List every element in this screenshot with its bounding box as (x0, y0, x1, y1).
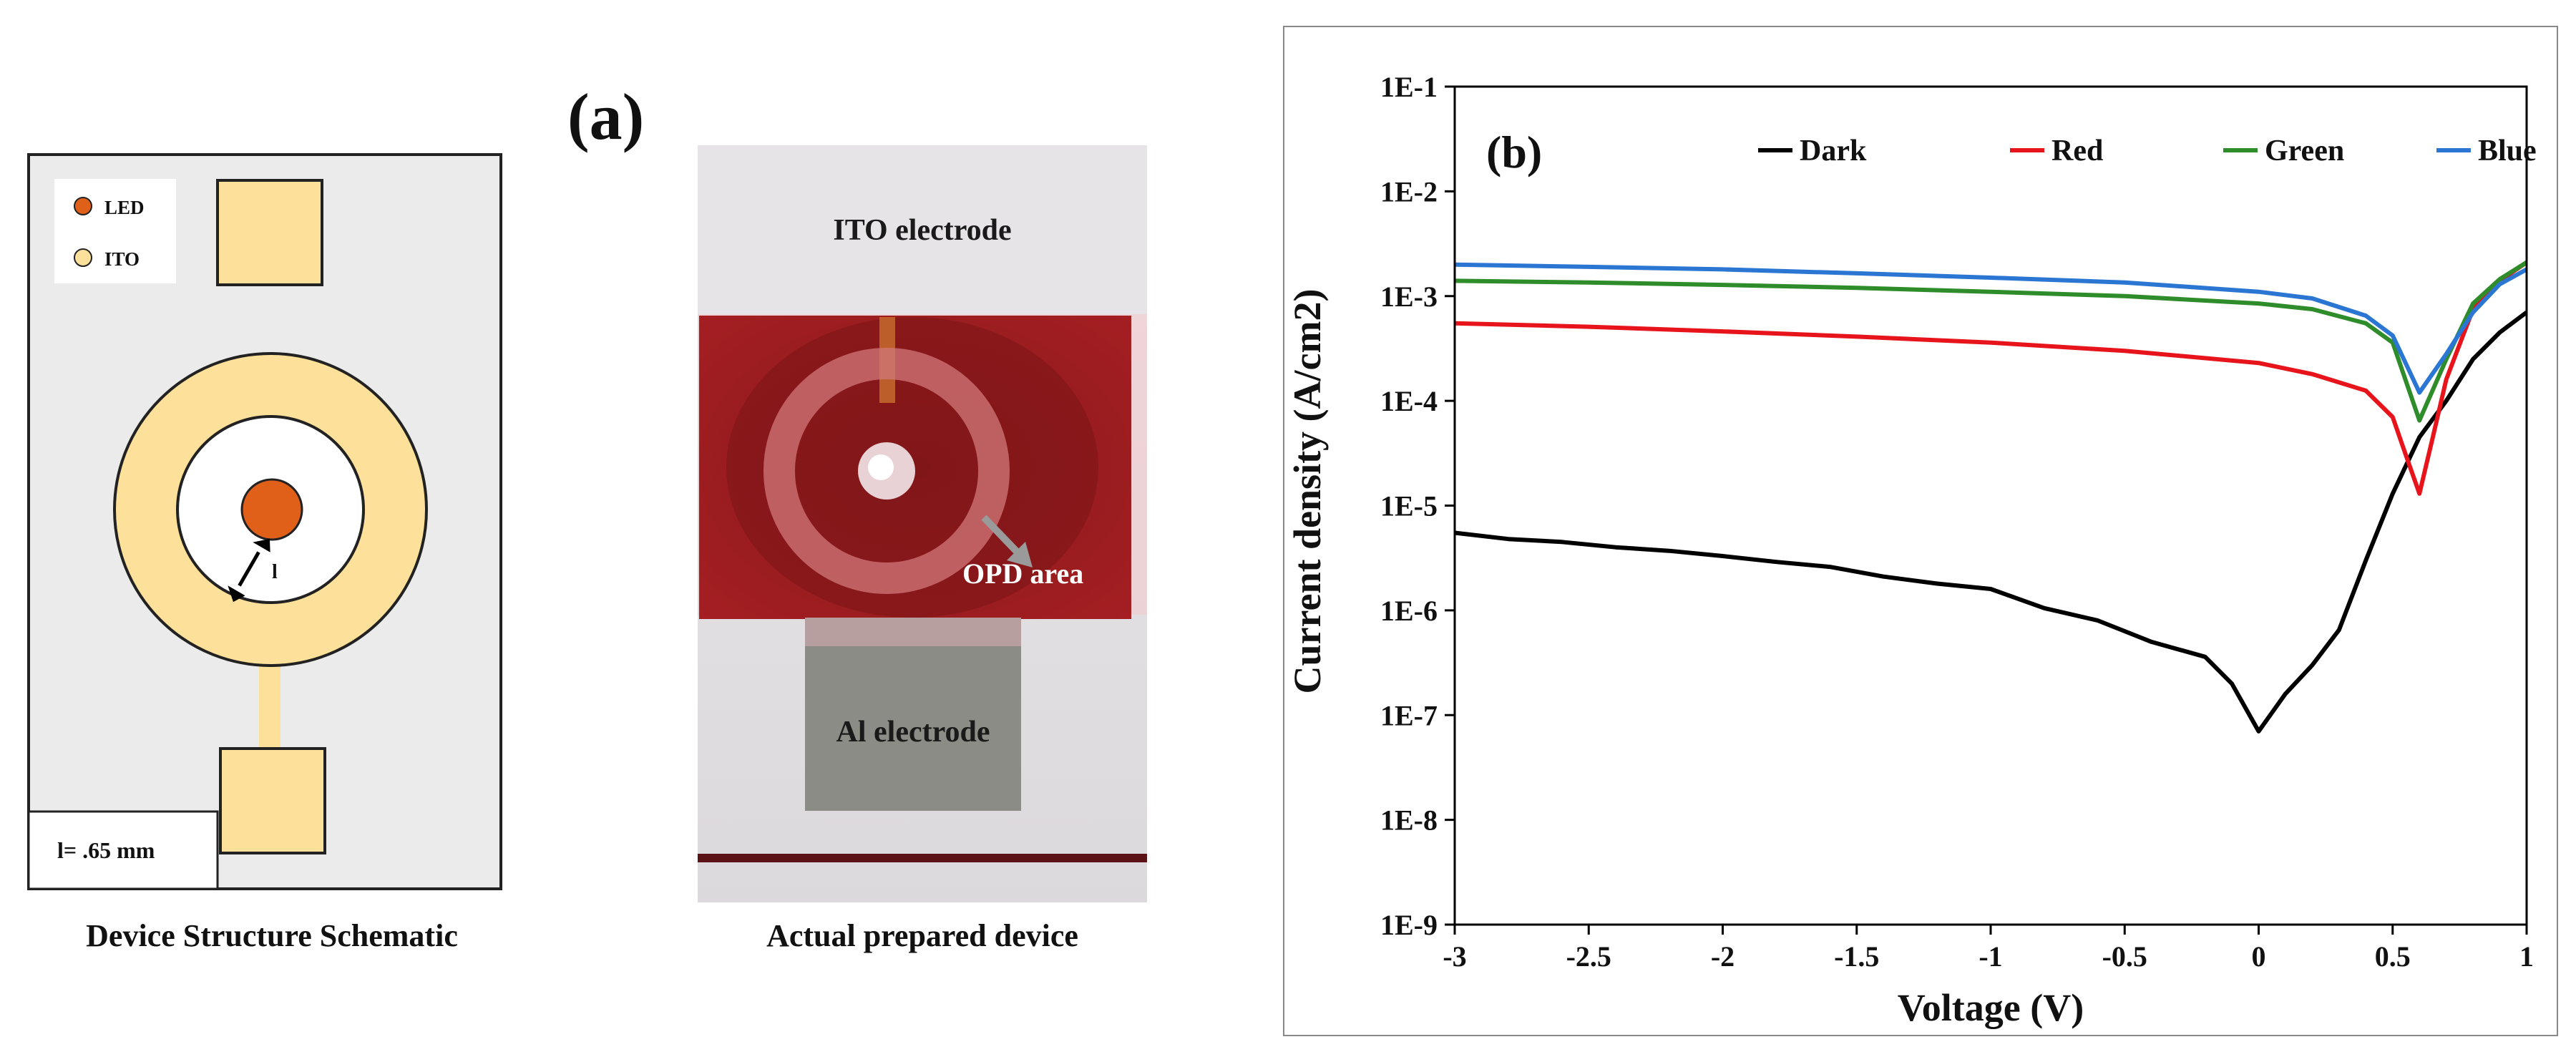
photo-caption: Actual prepared device (766, 918, 1078, 953)
chart-frame: -3 -2.5 -2 -1.5 -1 -0.5 0 0.5 1 1E-9 1E-8 1E-7 1E-6 1… (1283, 26, 2558, 1036)
led-highlight (868, 454, 894, 480)
led-legend-icon (74, 197, 92, 215)
y-tick-label: 1E-2 (1380, 175, 1438, 208)
x-tick-label: 0.5 (2375, 940, 2411, 973)
x-tick-label: -2.5 (1566, 940, 1611, 973)
opd-arrowhead-icon (1007, 542, 1033, 568)
x-tick-label: -1.5 (1834, 940, 1879, 973)
legend-label-red: Red (2051, 135, 2103, 167)
y-tick-label: 1E-6 (1380, 595, 1438, 627)
device-photo: ITO electrode OPD area Al electrode (698, 145, 1147, 902)
ito-glass-region (698, 145, 1147, 317)
ito-ring-photo (763, 348, 1010, 594)
axis-ticks: -3 -2.5 -2 -1.5 -1 -0.5 0 0.5 1 1E-9 1E-8 1E-7 1E-6 1… (1380, 71, 2534, 973)
y-tick-label: 1E-9 (1380, 909, 1438, 941)
ito-legend-icon (74, 248, 92, 267)
arrowhead-up-icon (253, 538, 270, 552)
x-tick-label: -3 (1443, 940, 1466, 973)
schematic-caption: Device Structure Schematic (86, 918, 458, 953)
arrowhead-down-icon (228, 585, 245, 603)
series-line-red (1454, 260, 2528, 496)
series-layer (1454, 260, 2528, 734)
iv-chart: -3 -2.5 -2 -1.5 -1 -0.5 0 0.5 1 1E-9 1E-8 1E-7 1E-6 1… (1286, 71, 2537, 1029)
series-line-blue (1454, 262, 2528, 395)
opd-area-label: OPD area (962, 557, 1083, 590)
al-strip-edge (805, 618, 1021, 646)
led-dot (240, 478, 303, 541)
dimension-note-box (27, 810, 219, 890)
x-tick-label: 1 (2519, 940, 2534, 973)
legend-label-blue: Blue (2478, 135, 2537, 167)
substrate-bottom-edge (698, 854, 1147, 862)
panel-a-label: (a) (567, 80, 645, 153)
device-structure-schematic: LED ITO l l= .65 mm (27, 153, 502, 890)
y-tick-label: 1E-8 (1380, 804, 1438, 837)
x-axis-label: Voltage (V) (1898, 986, 2084, 1029)
opd-pointer-arrow (981, 515, 1023, 557)
panel-b-label: (b) (1486, 127, 1542, 177)
y-tick-label: 1E-4 (1380, 385, 1438, 417)
ito-strip (259, 666, 280, 751)
legend-led-label: LED (104, 197, 145, 218)
al-electrode-label: Al electrode (836, 716, 990, 749)
legend-label-green: Green (2265, 135, 2344, 167)
ito-electrode-label: ITO electrode (833, 214, 1011, 247)
series-line-green (1454, 260, 2528, 423)
y-axis-label: Current density (A/cm2) (1286, 289, 1329, 694)
series-line-dark (1454, 310, 2528, 734)
plot-area-border (1453, 85, 2528, 926)
top-ito-pad (216, 179, 323, 286)
gap-label: l (272, 561, 278, 583)
y-tick-label: 1E-1 (1380, 71, 1438, 103)
x-tick-label: -1 (1979, 940, 2002, 973)
al-electrode-strip (805, 618, 1021, 811)
legend-label-dark: Dark (1800, 135, 1867, 167)
dimension-note: l= .65 mm (57, 837, 155, 863)
legend-ito-label: ITO (104, 248, 140, 270)
y-tick-label: 1E-3 (1380, 281, 1438, 313)
x-tick-label: -2 (1711, 940, 1735, 973)
bottom-ito-pad (219, 747, 326, 854)
y-tick-label: 1E-7 (1380, 699, 1438, 731)
x-tick-label: -0.5 (2102, 940, 2147, 973)
chart-legend: Dark Red Green Blue (1758, 135, 2537, 167)
x-tick-label: 0 (2252, 940, 2266, 973)
gap-dimension-arrow (238, 551, 260, 587)
schematic-legend-box (54, 179, 176, 283)
y-tick-label: 1E-5 (1380, 490, 1438, 522)
